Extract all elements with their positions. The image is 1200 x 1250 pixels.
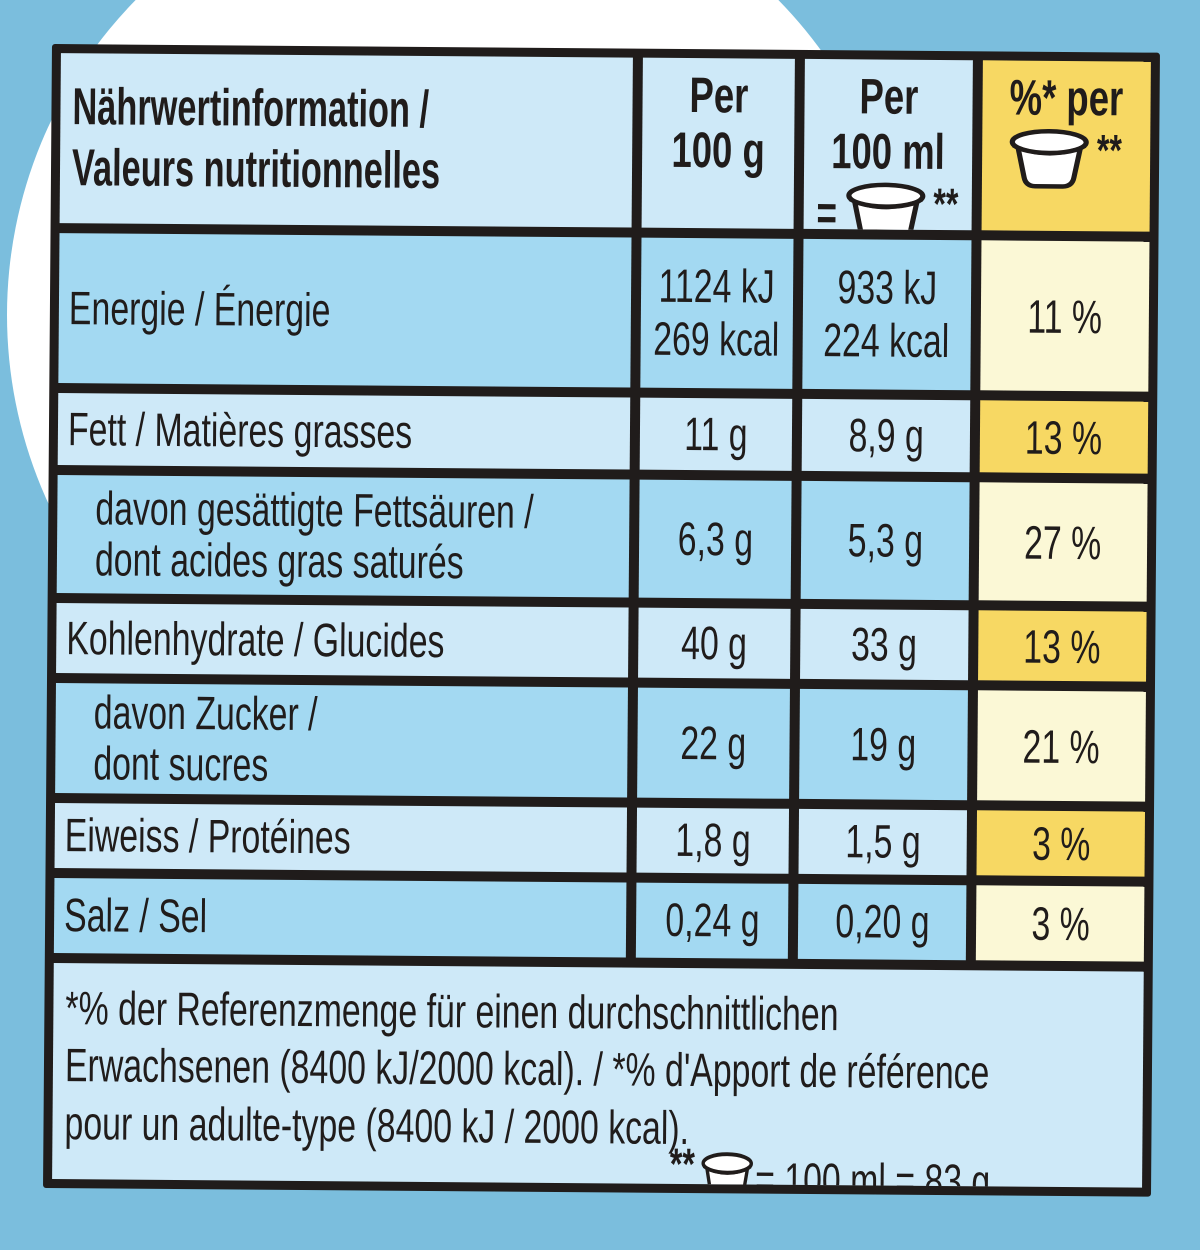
footnote-line-2: Erwachsenen (8400 kJ/2000 kcal). / *% d'… bbox=[64, 1038, 990, 1099]
protein-per100ml-value: 1,5 g bbox=[844, 814, 921, 869]
per-100g-label-line1: Per bbox=[688, 67, 749, 124]
row-salt-label: Salz / Sel bbox=[53, 878, 627, 958]
footnote-line-1: *% der Referenzmenge für einen durchschn… bbox=[65, 981, 839, 1041]
per-100ml-cup-line: = ** bbox=[812, 179, 963, 231]
percent-cup-line: ** bbox=[1006, 126, 1127, 194]
row-sugars-per100g: 22 g bbox=[637, 687, 790, 799]
row-saturated-fat-percent: 27 % bbox=[978, 482, 1148, 602]
row-fat-per100g: 11 g bbox=[639, 397, 793, 471]
row-carbohydrate-per100ml: 33 g bbox=[800, 608, 969, 681]
fat-percent-value: 13 % bbox=[1025, 410, 1103, 464]
sugars-label-fr: dont sucres bbox=[93, 736, 269, 791]
row-energy-percent: 11 % bbox=[980, 240, 1150, 392]
row-saturated-fat-per100g: 6,3 g bbox=[638, 479, 792, 599]
header-per-100g-cell: Per 100 g bbox=[641, 57, 795, 229]
row-energy-per100ml: 933 kJ 224 kcal bbox=[802, 238, 972, 391]
sugars-per100g-value: 22 g bbox=[680, 715, 747, 770]
row-carbohydrate-label: Kohlenhydrate / Glucides bbox=[56, 603, 629, 678]
nutrition-table: Nährwertinformation / Valeurs nutritionn… bbox=[43, 44, 1160, 1197]
sugars-label-de: davon Zucker / bbox=[93, 685, 318, 741]
energy-percent-value: 11 % bbox=[1027, 289, 1103, 343]
row-energy-per100g: 1124 kJ 269 kcal bbox=[640, 237, 794, 389]
equals-sign: = bbox=[816, 186, 838, 231]
fat-per100ml-value: 8,9 g bbox=[848, 407, 924, 462]
salt-label-text: Salz / Sel bbox=[63, 888, 208, 943]
row-sugars-per100ml: 19 g bbox=[799, 688, 968, 801]
row-energy-label: Energie / Énergie bbox=[58, 233, 632, 388]
per-100ml-label-line2: 100 ml bbox=[831, 123, 946, 181]
saturated-fat-per100g-value: 6,3 g bbox=[677, 511, 753, 566]
double-asterisk: ** bbox=[1096, 126, 1122, 176]
per-100g-label-line2: 100 g bbox=[671, 121, 766, 179]
header-percent-cell: %* per ** bbox=[981, 60, 1151, 232]
energy-kj-per100ml: 933 kJ bbox=[837, 260, 938, 315]
energy-label-text: Energie / Énergie bbox=[68, 280, 331, 336]
header-title-cell: Nährwertinformation / Valeurs nutritionn… bbox=[59, 53, 633, 228]
yogurt-cup-icon bbox=[846, 182, 926, 231]
sugars-per100ml-value: 19 g bbox=[850, 716, 917, 771]
double-asterisk: ** bbox=[669, 1139, 696, 1188]
row-fat-per100ml: 8,9 g bbox=[801, 398, 971, 473]
protein-label-text: Eiweiss / Protéines bbox=[64, 808, 351, 864]
energy-kcal-per100ml: 224 kcal bbox=[823, 313, 950, 368]
row-salt-per100ml: 0,20 g bbox=[797, 883, 967, 961]
row-fat-percent: 13 % bbox=[979, 400, 1149, 474]
row-protein-per100g: 1,8 g bbox=[636, 807, 790, 874]
row-protein-label: Eiweiss / Protéines bbox=[54, 803, 628, 873]
row-fat-label: Fett / Matières grasses bbox=[57, 393, 631, 470]
row-protein-percent: 3 % bbox=[976, 810, 1146, 877]
row-saturated-fat-per100ml: 5,3 g bbox=[800, 480, 970, 601]
energy-kj-per100g: 1124 kJ bbox=[658, 259, 776, 314]
carbohydrate-per100g-value: 40 g bbox=[681, 615, 748, 670]
table-title-de: Nährwertinformation / bbox=[72, 77, 430, 139]
fat-per100g-value: 11 g bbox=[684, 406, 748, 461]
percent-per-label: %* per bbox=[1009, 69, 1124, 127]
row-sugars-percent: 21 % bbox=[977, 690, 1146, 802]
row-protein-per100ml: 1,5 g bbox=[798, 808, 968, 876]
salt-per100ml-value: 0,20 g bbox=[834, 894, 930, 949]
row-salt-percent: 3 % bbox=[975, 885, 1145, 962]
equivalence-text: = 100 ml = 83 g bbox=[755, 1152, 991, 1188]
saturated-fat-label-fr: dont acides gras saturés bbox=[94, 532, 464, 589]
saturated-fat-label-de: davon gesättigte Fettsäuren / bbox=[95, 481, 534, 539]
header-per-100ml-cell: Per 100 ml = ** bbox=[803, 58, 973, 231]
protein-per100g-value: 1,8 g bbox=[674, 813, 751, 867]
saturated-fat-percent-value: 27 % bbox=[1024, 515, 1102, 569]
table-title-fr: Valeurs nutritionnelles bbox=[71, 139, 441, 201]
row-carbohydrate-per100g: 40 g bbox=[638, 607, 791, 679]
footnote-cell: *% der Referenzmenge für einen durchschn… bbox=[52, 963, 1144, 1188]
energy-kcal-per100g: 269 kcal bbox=[653, 311, 780, 366]
row-carbohydrate-percent: 13 % bbox=[978, 610, 1147, 682]
protein-percent-value: 3 % bbox=[1031, 816, 1091, 871]
carbohydrate-per100ml-value: 33 g bbox=[851, 616, 918, 671]
carbohydrate-percent-value: 13 % bbox=[1023, 619, 1102, 673]
row-sugars-label: davon Zucker / dont sucres bbox=[55, 683, 628, 798]
double-asterisk: ** bbox=[933, 179, 959, 229]
fat-label-text: Fett / Matières grasses bbox=[67, 401, 413, 458]
row-salt-per100g: 0,24 g bbox=[635, 882, 789, 959]
salt-percent-value: 3 % bbox=[1030, 896, 1090, 951]
saturated-fat-per100ml-value: 5,3 g bbox=[847, 512, 923, 567]
footnote-line-3: pour un adulte-type (8400 kJ / 2000 kcal… bbox=[64, 1095, 690, 1154]
yogurt-cup-icon bbox=[1009, 128, 1089, 189]
row-saturated-fat-label: davon gesättigte Fettsäuren / dont acide… bbox=[56, 475, 630, 598]
salt-per100g-value: 0,24 g bbox=[664, 893, 760, 947]
sugars-percent-value: 21 % bbox=[1022, 719, 1101, 773]
carbohydrate-label-text: Kohlenhydrate / Glucides bbox=[66, 610, 445, 667]
per-100ml-label-line1: Per bbox=[858, 68, 919, 125]
